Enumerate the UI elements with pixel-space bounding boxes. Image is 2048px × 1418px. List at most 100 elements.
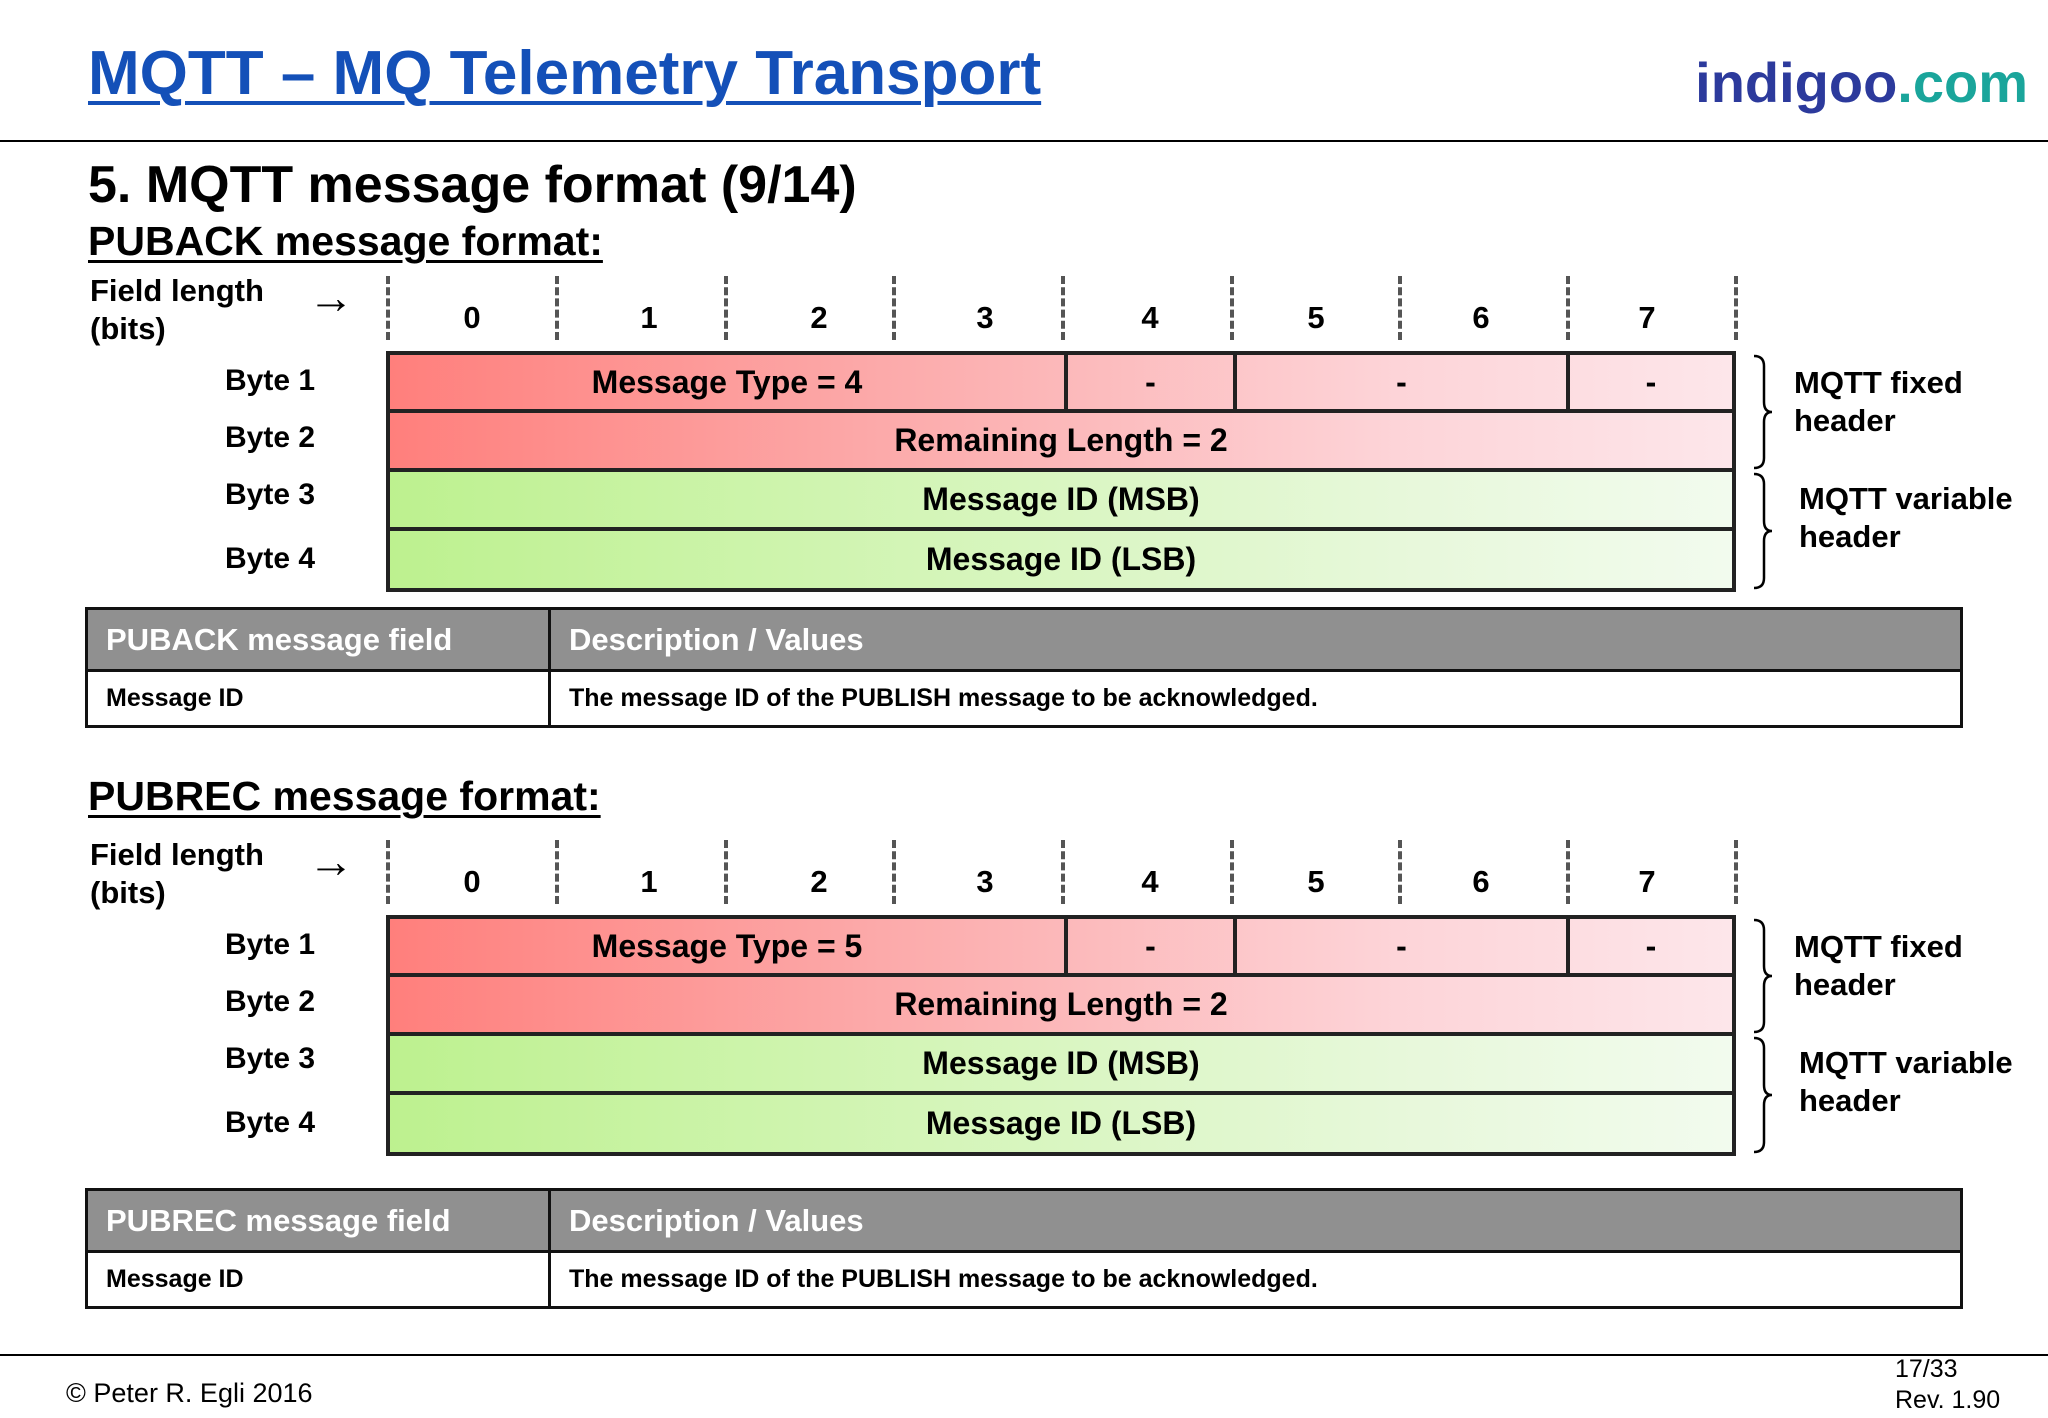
byte-label: Byte 1 [225,364,316,397]
bit-divider [1230,276,1234,340]
bit-divider [1230,840,1234,904]
fixed-header-line-1: MQTT fixed [1794,929,1963,964]
bit-divider [1398,840,1402,904]
message-type-field: Message Type = 5 [591,927,863,964]
bit-divider [1566,276,1570,340]
byte-label: Byte 4 [225,542,316,575]
bit-number: 6 [1472,300,1490,335]
remaining-length-field: Remaining Length = 2 [894,422,1228,458]
bit-divider [555,840,559,904]
puback-format-block: Field length (bits) → 0 1 2 3 4 5 6 7 Byt… [0,272,2048,832]
message-type-field: Message Type = 4 [591,363,863,400]
table-row: Message ID The message ID of the PUBLISH… [88,1250,1960,1306]
message-id-msb-field: Message ID (MSB) [922,1045,1200,1081]
message-id-lsb-field: Message ID (LSB) [925,541,1197,577]
fixed-header-label: MQTT fixed header [1794,364,1963,440]
byte-label: Byte 2 [225,985,316,1018]
bit-number: 1 [640,300,658,335]
bit-divider [892,276,896,340]
pubrec-heading: PUBREC message format: [88,773,601,819]
qos-level-field: - [1233,919,1566,973]
dup-flag-field: - [1064,919,1233,973]
bit-divider [724,840,728,904]
byte-3-row: Message ID (MSB) [386,468,1736,531]
field-length-line-1: Field length [90,273,264,308]
right-arrow-icon: → [308,271,354,323]
table-header-description: Description / Values [569,1202,864,1238]
brand-tld: .com [1897,51,2028,114]
bit-divider [1566,840,1570,904]
section-title: 5. MQTT message format (9/14) [88,156,857,214]
retain-flag-field: - [1566,355,1732,409]
bit-divider [1734,840,1738,904]
field-length-line-1: Field length [90,837,264,872]
variable-header-label: MQTT variable header [1799,1044,2013,1120]
variable-header-line-1: MQTT variable [1799,481,2013,516]
fixed-header-line-2: header [1794,967,1896,1002]
fixed-header-label: MQTT fixed header [1794,928,1963,1004]
bit-number: 0 [463,300,481,335]
fixed-header-brace-icon [1753,918,1773,1034]
variable-header-line-2: header [1799,1083,1901,1118]
byte-2-row: Remaining Length = 2 [386,973,1736,1036]
slide-header-title: MQTT – MQ Telemetry Transport [88,39,1042,108]
bit-number: 7 [1638,300,1656,335]
bit-number: 3 [976,864,994,899]
bit-number: 5 [1307,864,1325,899]
byte-1-row: Message Type = 4 - - - [386,351,1736,413]
byte-label: Byte 2 [225,421,316,454]
field-length-line-2: (bits) [90,311,166,346]
bit-number: 7 [1638,864,1656,899]
table-header-row: PUBREC message field Description / Value… [88,1191,1960,1250]
revision-label: Rev. 1.90 [1895,1386,2001,1414]
brand-main: indigoo [1695,51,1898,114]
byte-label: Byte 3 [225,1042,316,1075]
byte-4-row: Message ID (LSB) [386,527,1736,592]
variable-header-label: MQTT variable header [1799,480,2013,556]
variable-header-line-2: header [1799,519,1901,554]
bit-divider [1734,276,1738,340]
message-id-lsb-field: Message ID (LSB) [925,1105,1197,1141]
puback-heading: PUBACK message format: [88,218,603,264]
table-cell-field: Message ID [88,672,551,725]
right-arrow-icon: → [308,835,354,887]
message-id-msb-field: Message ID (MSB) [922,481,1200,517]
fixed-header-line-1: MQTT fixed [1794,365,1963,400]
retain-flag-field: - [1566,919,1732,973]
byte-label: Byte 3 [225,478,316,511]
table-cell-field: Message ID [88,1253,551,1306]
byte-label: Byte 4 [225,1106,316,1139]
pubrec-field-table: PUBREC message field Description / Value… [85,1188,1963,1309]
table-header-description: Description / Values [569,621,864,657]
qos-level-field: - [1233,355,1566,409]
table-cell-description: The message ID of the PUBLISH message to… [569,1265,1318,1293]
table-cell-description: The message ID of the PUBLISH message to… [569,684,1318,712]
puback-field-table: PUBACK message field Description / Value… [85,607,1963,728]
variable-header-line-1: MQTT variable [1799,1045,2013,1080]
bit-divider [1398,276,1402,340]
bit-number: 3 [976,300,994,335]
table-header-row: PUBACK message field Description / Value… [88,610,1960,669]
bit-divider [555,276,559,340]
bit-number: 5 [1307,300,1325,335]
page-number: 17/33 [1895,1355,1958,1383]
table-header-field: PUBACK message field [88,610,551,669]
bit-divider [1061,276,1065,340]
byte-label: Byte 1 [225,928,316,961]
byte-2-row: Remaining Length = 2 [386,409,1736,472]
byte-4-row: Message ID (LSB) [386,1091,1736,1156]
footer-divider [0,1354,2048,1356]
bit-divider [724,276,728,340]
bit-divider [386,840,390,904]
table-row: Message ID The message ID of the PUBLISH… [88,669,1960,725]
field-length-label: Field length (bits) [90,836,264,912]
bit-number: 1 [640,864,658,899]
variable-header-brace-icon [1753,472,1773,590]
bit-divider [1061,840,1065,904]
fixed-header-line-2: header [1794,403,1896,438]
brand-logo-text: indigoo.com [1695,50,2028,115]
copyright-text: © Peter R. Egli 2016 [66,1378,313,1408]
variable-header-brace-icon [1753,1036,1773,1154]
bit-number: 2 [810,864,828,899]
bit-number: 6 [1472,864,1490,899]
